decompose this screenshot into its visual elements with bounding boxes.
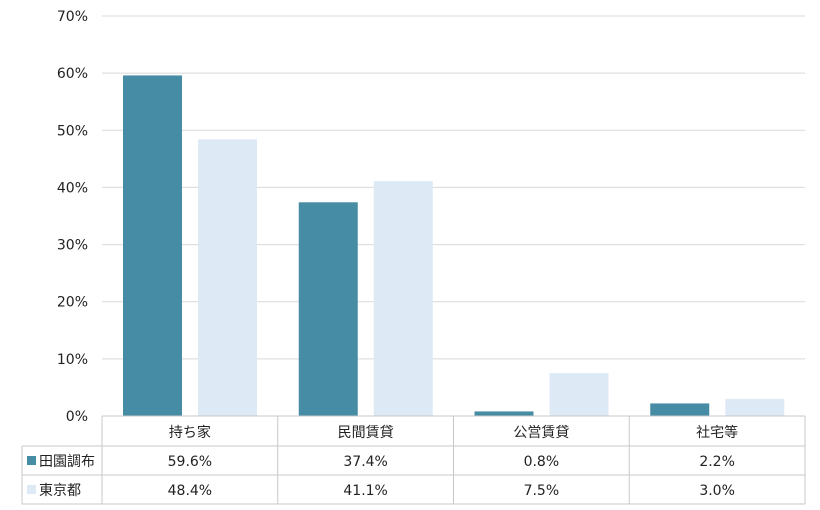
data-label: 48.4% [168,483,212,499]
y-tick-label: 10% [57,352,88,368]
data-label: 37.4% [343,454,387,470]
category-label: 公営賃貸 [513,425,569,441]
bar-series1 [298,202,358,416]
y-tick-label: 30% [57,238,88,254]
legend-swatch [27,485,36,494]
legend-label: 東京都 [39,483,81,499]
y-tick-label: 0% [66,409,88,425]
category-label: 民間賃貸 [338,425,394,441]
y-tick-label: 70% [57,9,88,25]
bar-series1 [123,75,182,416]
bar-series2 [549,373,609,416]
data-label: 59.6% [168,454,212,470]
bar-series1 [474,411,534,416]
category-label: 持ち家 [169,424,211,441]
data-label: 7.5% [524,483,560,499]
data-label: 41.1% [343,483,387,499]
bar-series2 [198,139,257,416]
data-label: 2.2% [699,454,735,470]
y-tick-label: 20% [57,295,88,311]
bar-series2 [373,181,433,416]
data-label: 3.0% [699,483,735,499]
legend-label: 田園調布 [39,454,95,470]
data-label: 0.8% [524,454,560,470]
y-tick-label: 60% [57,66,88,82]
legend-swatch [27,456,36,465]
category-label: 社宅等 [696,424,738,441]
y-tick-label: 50% [57,123,88,139]
bar-series1 [650,403,710,416]
y-tick-label: 40% [57,180,88,196]
bar-series2 [725,398,785,416]
